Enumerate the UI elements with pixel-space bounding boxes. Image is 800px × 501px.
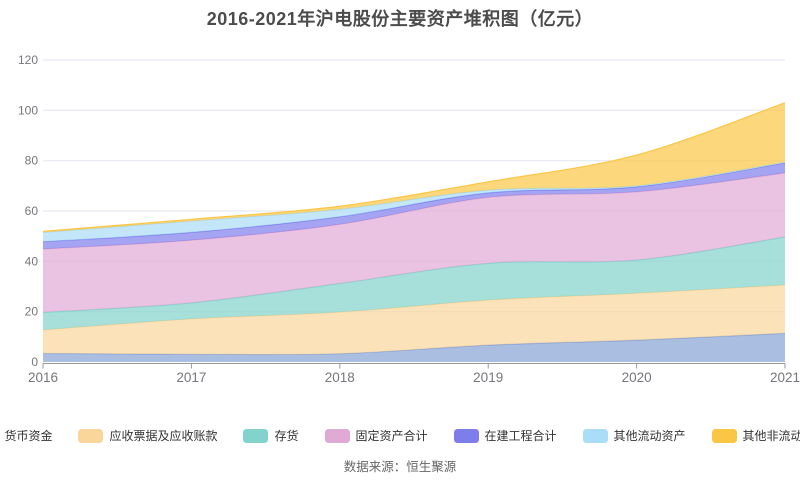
legend-swatch-icon: [711, 428, 737, 443]
legend-label: 在建工程合计: [484, 429, 557, 443]
area-series-1: [43, 284, 785, 355]
y-tick-label: 40: [25, 254, 39, 268]
legend-item-5[interactable]: 其他流动资产: [582, 427, 686, 444]
area-series-3: [43, 173, 785, 313]
legend-label: 其他流动资产: [613, 429, 686, 443]
area-series-4: [43, 162, 785, 249]
chart-legend: 货币资金 应收票据及应收账款 存货 固定资产合计 在建工程合计 其他流动资产 其他非流动资产: [0, 427, 800, 444]
x-axis: 2016 2017 2018 2019 2020 2021: [28, 363, 800, 385]
x-tick-label: 2020: [622, 370, 652, 385]
legend-swatch-icon: [78, 428, 104, 443]
legend-item-3[interactable]: 固定资产合计: [324, 427, 428, 444]
series-areas: [42, 102, 786, 362]
chart-title: 2016-2021年沪电股份主要资产堆积图（亿元）: [206, 9, 594, 29]
legend-swatch-icon: [582, 428, 608, 443]
legend-label: 应收票据及应收账款: [109, 429, 218, 443]
legend-item-2[interactable]: 存货: [243, 427, 299, 444]
area-series-2: [43, 236, 785, 331]
y-tick-label: 120: [18, 53, 38, 67]
x-tick-label: 2018: [325, 370, 355, 385]
data-source-note: 数据来源：恒生聚源: [343, 460, 457, 474]
area-series-line-6: [42, 102, 786, 232]
y-tick-label: 20: [25, 305, 39, 319]
legend-item-1[interactable]: 应收票据及应收账款: [78, 427, 217, 444]
y-axis-labels: 0 20 40 60 80 100 120: [18, 53, 38, 369]
legend-label: 固定资产合计: [355, 429, 428, 443]
stacked-area-chart[interactable]: 0 20 40 60 80 100 120 2016 2017 2018 2019 2020 2021: [0, 0, 800, 420]
legend-swatch-icon: [453, 428, 479, 443]
y-tick-label: 60: [25, 204, 39, 218]
legend-item-6[interactable]: 其他非流动资产: [711, 427, 800, 444]
y-tick-label: 0: [31, 355, 38, 369]
x-tick-label: 2016: [28, 370, 58, 385]
area-series-5: [43, 162, 785, 242]
x-tick-label: 2021: [770, 370, 800, 385]
legend-swatch-icon: [324, 428, 350, 443]
legend-item-0[interactable]: 货币资金: [0, 427, 52, 444]
y-tick-label: 80: [25, 154, 39, 168]
y-tick-label: 100: [18, 103, 38, 117]
x-tick-label: 2017: [176, 370, 206, 385]
area-series-6: [43, 102, 785, 233]
legend-item-4[interactable]: 在建工程合计: [453, 427, 557, 444]
legend-swatch-icon: [243, 428, 269, 443]
legend-label: 货币资金: [4, 429, 53, 443]
x-tick-label: 2019: [473, 370, 503, 385]
legend-label: 存货: [274, 429, 299, 443]
legend-label: 其他非流动资产: [742, 429, 800, 443]
